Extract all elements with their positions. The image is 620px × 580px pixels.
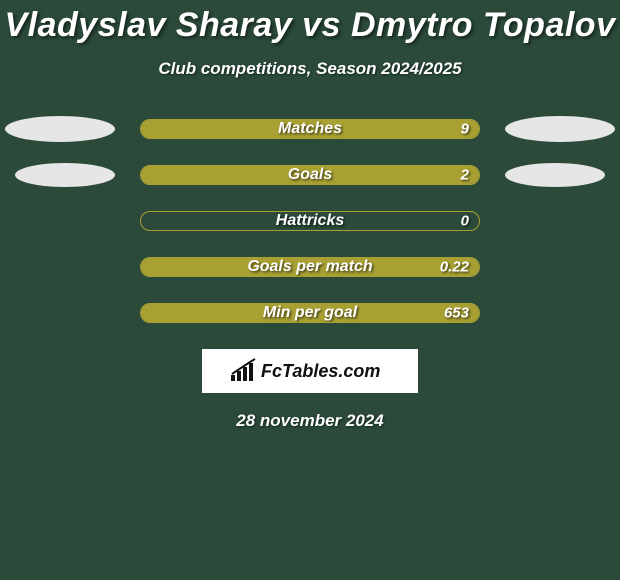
stat-value-right: 0.22 [440, 259, 469, 276]
stat-value-right: 0 [461, 213, 469, 230]
stat-label: Min per goal [263, 304, 357, 322]
stat-value-right: 653 [444, 305, 469, 322]
stat-row: Min per goal 653 [0, 303, 620, 323]
stat-bar: Hattricks 0 [140, 211, 480, 231]
stat-row: Matches 9 [0, 119, 620, 139]
player-right-ellipse [505, 163, 605, 187]
stats-container: Matches 9 Goals 2 Hattricks 0 Goals per match 0… [0, 119, 620, 323]
stat-label: Goals per match [247, 258, 372, 276]
player-right-ellipse [505, 116, 615, 142]
stat-bar: Goals 2 [140, 165, 480, 185]
stat-value-right: 9 [461, 121, 469, 138]
stat-bar: Goals per match 0.22 [140, 257, 480, 277]
page-title: Vladyslav Sharay vs Dmytro Topalov [0, 0, 620, 45]
stat-value-right: 2 [461, 167, 469, 184]
player-left-ellipse [5, 116, 115, 142]
stat-row: Goals 2 [0, 165, 620, 185]
svg-text:FcTables.com: FcTables.com [261, 361, 380, 381]
stat-bar: Matches 9 [140, 119, 480, 139]
page-subtitle: Club competitions, Season 2024/2025 [0, 59, 620, 79]
snapshot-date: 28 november 2024 [0, 411, 620, 431]
brand-badge: FcTables.com [202, 349, 418, 393]
stat-label: Goals [288, 166, 332, 184]
player-left-ellipse [15, 163, 115, 187]
fctables-logo-icon: FcTables.com [225, 357, 395, 385]
stat-label: Hattricks [276, 212, 344, 230]
stat-bar: Min per goal 653 [140, 303, 480, 323]
stat-row: Hattricks 0 [0, 211, 620, 231]
stat-row: Goals per match 0.22 [0, 257, 620, 277]
stat-label: Matches [278, 120, 342, 138]
